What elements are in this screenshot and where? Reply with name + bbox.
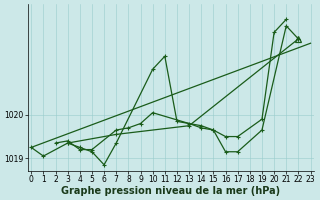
X-axis label: Graphe pression niveau de la mer (hPa): Graphe pression niveau de la mer (hPa): [61, 186, 280, 196]
